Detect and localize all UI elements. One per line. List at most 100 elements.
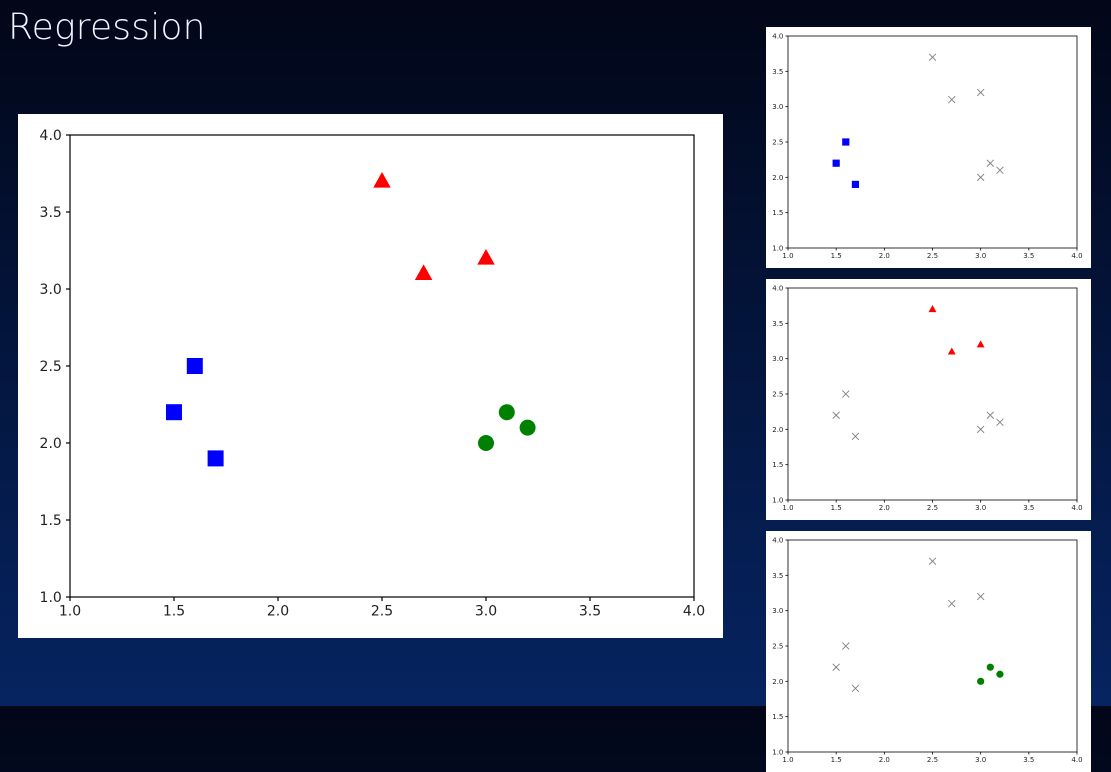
triangle-point	[414, 264, 433, 281]
x-point	[948, 599, 956, 608]
y-tick-label: 1.5	[772, 713, 783, 721]
x-tick-label: 4.0	[683, 604, 705, 620]
x-tick-label: 3.0	[975, 252, 986, 260]
triangle-point	[373, 172, 391, 188]
x-point	[996, 166, 1004, 175]
x-tick-label: 1.5	[831, 252, 842, 260]
y-tick-label: 2.5	[772, 642, 783, 650]
x-point	[976, 173, 985, 182]
x-tick-label: 2.0	[879, 756, 890, 764]
y-tick-label: 1.5	[772, 461, 783, 469]
x-tick-label: 1.0	[782, 252, 793, 260]
small-scatter-chart-2: 1.0 1.5 2.0 2.5 3.0 3.5 4.0 1.0 1.5 2.0 2.5 3.0 3.5 4…	[772, 284, 1082, 512]
small-scatter-chart-3: 1.0 1.5 2.0 2.5 3.0 3.5 4.0 1.0 1.5 2.0 2.5 3.0 3.5 4…	[772, 536, 1082, 764]
y-tick-label: 1.5	[772, 209, 783, 217]
x-tick-label: 3.0	[475, 604, 497, 620]
square-point	[186, 358, 203, 374]
x-tick-label: 3.0	[975, 756, 986, 764]
y-tick-label: 4.0	[772, 32, 783, 40]
small-scatter-panel-3: 1.0 1.5 2.0 2.5 3.0 3.5 4.0 1.0 1.5 2.0 2.5 3.0 3.5 4…	[766, 531, 1091, 772]
y-tick-label: 1.0	[772, 748, 783, 756]
y-tick-label: 3.5	[772, 320, 783, 328]
y-tick-label: 2.5	[772, 138, 783, 146]
axes-frame	[69, 134, 695, 598]
triangle-point	[947, 347, 956, 355]
x-tick-label: 1.0	[782, 504, 793, 512]
x-tick-label: 4.0	[1071, 252, 1082, 260]
triangle-point	[928, 305, 937, 313]
square-point	[832, 159, 840, 167]
triangle-point	[477, 249, 495, 265]
axes-frame	[787, 35, 1078, 249]
y-tick-label: 2.0	[772, 678, 783, 686]
x-tick-label: 1.5	[831, 756, 842, 764]
x-tick-label: 1.5	[163, 604, 185, 620]
x-tick-label: 2.5	[927, 252, 938, 260]
circle-point	[519, 419, 536, 436]
circle-point	[478, 435, 494, 451]
x-tick-label: 3.5	[1023, 252, 1034, 260]
x-tick-label: 2.5	[371, 604, 393, 620]
y-tick-label: 3.0	[772, 103, 783, 111]
x-tick-label: 2.0	[879, 252, 890, 260]
y-tick-label: 3.0	[772, 607, 783, 615]
x-tick-label: 3.5	[1023, 756, 1034, 764]
square-point	[842, 138, 850, 146]
square-point	[207, 450, 224, 467]
y-tick-label: 2.5	[772, 390, 783, 398]
x-tick-label: 1.5	[831, 504, 842, 512]
x-point	[976, 88, 985, 97]
circle-point	[977, 677, 985, 685]
x-point	[996, 418, 1004, 427]
y-tick-label: 1.0	[772, 244, 783, 252]
y-tick-label: 4.0	[772, 284, 783, 292]
x-point	[851, 432, 860, 441]
x-tick-label: 2.5	[927, 504, 938, 512]
x-point	[842, 390, 850, 398]
circle-point	[986, 663, 994, 671]
circle-point	[498, 404, 515, 421]
x-point	[832, 411, 840, 419]
axes-frame	[787, 539, 1078, 753]
y-tick-label: 3.5	[772, 572, 783, 580]
x-point	[851, 684, 860, 693]
x-point	[976, 425, 985, 434]
x-point	[986, 411, 995, 419]
x-tick-label: 4.0	[1071, 756, 1082, 764]
y-tick-label: 3.5	[772, 68, 783, 76]
y-tick-label: 4.0	[40, 128, 62, 144]
y-tick-label: 4.0	[772, 536, 783, 544]
y-tick-label: 2.0	[40, 436, 62, 452]
y-tick-label: 2.0	[772, 426, 783, 434]
x-tick-label: 2.0	[879, 504, 890, 512]
y-tick-label: 3.0	[40, 282, 62, 298]
x-tick-label: 2.5	[927, 756, 938, 764]
x-point	[986, 159, 995, 167]
x-point	[948, 95, 956, 104]
y-tick-label: 3.5	[40, 205, 62, 221]
y-tick-label: 1.5	[40, 513, 62, 529]
y-tick-label: 2.5	[40, 359, 62, 375]
triangle-point	[976, 340, 985, 348]
x-tick-label: 3.5	[1023, 504, 1034, 512]
x-point	[928, 53, 937, 61]
x-point	[976, 592, 985, 601]
small-scatter-panel-1: 1.0 1.5 2.0 2.5 3.0 3.5 4.0 1.0 1.5 2.0 2.5 3.0 3.5 4…	[766, 27, 1091, 268]
x-point	[832, 663, 840, 671]
slide-title: Regression	[8, 7, 206, 48]
square-point	[166, 404, 182, 421]
y-tick-label: 1.0	[40, 590, 62, 606]
y-tick-label: 2.0	[772, 174, 783, 182]
y-tick-label: 3.0	[772, 355, 783, 363]
circle-point	[996, 670, 1004, 678]
x-tick-label: 3.0	[975, 504, 986, 512]
main-scatter-chart: 1.0 1.5 2.0 2.5 3.0 3.5 4.0 1.0 1.5 2.0 2.5 3.0 3.5 4…	[40, 128, 706, 620]
x-tick-label: 3.5	[579, 604, 601, 620]
y-tick-label: 1.0	[772, 496, 783, 504]
small-scatter-chart-1: 1.0 1.5 2.0 2.5 3.0 3.5 4.0 1.0 1.5 2.0 2.5 3.0 3.5 4…	[772, 32, 1082, 260]
x-tick-label: 4.0	[1071, 504, 1082, 512]
x-point	[842, 642, 850, 650]
main-scatter-panel: 1.0 1.5 2.0 2.5 3.0 3.5 4.0 1.0 1.5 2.0 2.5 3.0 3.5 4…	[18, 114, 723, 638]
axes-frame	[787, 287, 1078, 501]
x-tick-label: 1.0	[782, 756, 793, 764]
